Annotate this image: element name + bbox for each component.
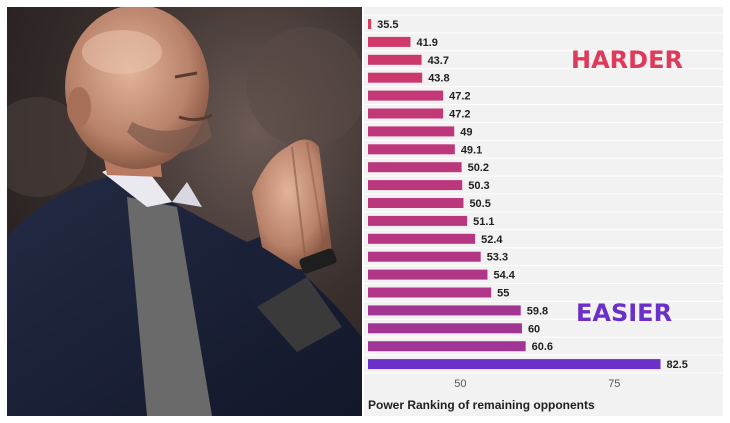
bar-chart-canvas: 35.541.943.743.847.247.24949.150.250.350… [364,14,723,390]
bar [368,108,444,119]
bar [368,359,661,370]
coach-photo [7,7,362,416]
bar [368,162,462,173]
bar-value-label: 51.1 [473,216,494,228]
bar-value-label: 55 [497,288,509,300]
grid-lines [364,14,723,374]
bar [368,215,468,226]
bar-value-label: 35.5 [377,19,398,31]
bar-value-label: 50.3 [468,180,489,192]
bar-value-label: 41.9 [416,37,437,49]
bar [368,126,455,137]
bar [368,233,476,244]
bar [368,287,492,298]
bar-value-label: 59.8 [527,305,548,317]
bar [368,54,422,65]
x-tick-label: 75 [608,378,620,390]
coach-photo-illustration [7,7,362,416]
x-axis-ticks: 50 75 [454,378,620,390]
bar [368,72,423,83]
bar [368,144,455,155]
bar-value-label: 54.4 [493,270,515,282]
bar-value-label: 47.2 [449,109,470,121]
bar [368,341,526,352]
bar-value-label: 50.5 [469,198,490,210]
x-axis-title: Power Ranking of remaining opponents [368,398,595,412]
bar [368,90,444,101]
bar [368,198,464,208]
bar-value-label: 60.6 [532,341,553,353]
bar [368,180,463,191]
bar [368,323,522,334]
easier-annotation: EASIER [576,299,672,327]
bar-value-labels: 35.541.943.743.847.247.24949.150.250.350… [377,19,688,371]
bar [368,19,372,29]
bar-value-label: 43.7 [428,55,449,67]
harder-annotation: HARDER [571,46,683,74]
bar [368,251,481,262]
bar-value-label: 50.2 [468,162,489,174]
bar-value-label: 47.2 [449,91,470,103]
x-tick-label: 50 [454,378,466,390]
bars [368,19,661,370]
bar-value-label: 53.3 [487,252,508,264]
bar-value-label: 52.4 [481,234,503,246]
bar-value-label: 43.8 [428,73,449,85]
bar [368,305,521,316]
bar-value-label: 49 [460,126,472,138]
bar-value-label: 49.1 [461,144,482,156]
power-ranking-chart: 35.5 41.9 43.7 43.8 47.2 47.2 49 49.1 50.2 50.3 50… [364,7,723,416]
bar-value-label: 60 [528,323,540,335]
bar-value-label: 82.5 [667,359,688,371]
bar [368,269,488,280]
bar [368,36,411,47]
